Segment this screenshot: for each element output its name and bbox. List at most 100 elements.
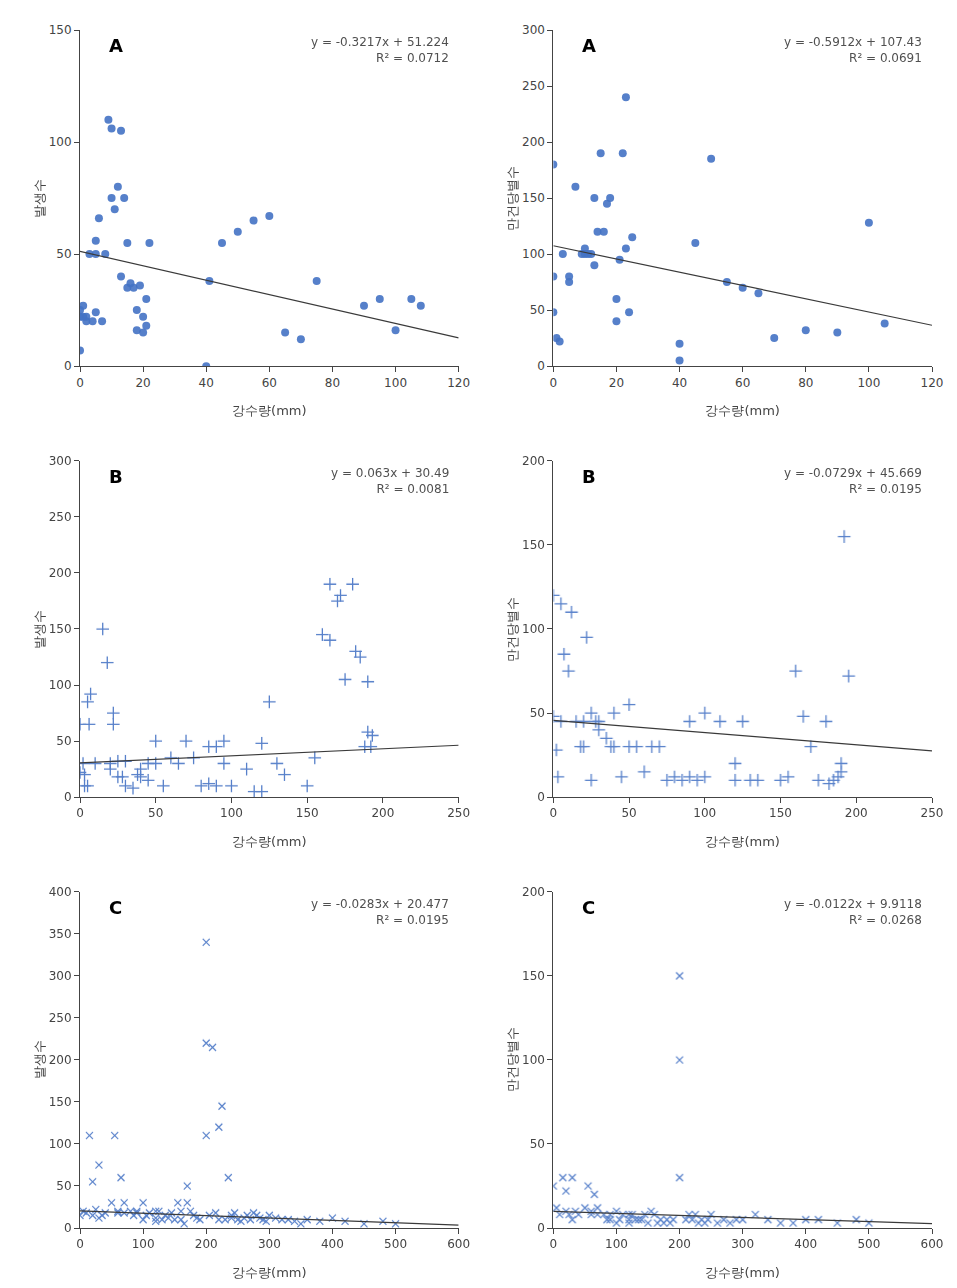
svg-text:350: 350 <box>49 927 72 941</box>
svg-text:0: 0 <box>537 1221 545 1235</box>
svg-text:강수량(mm): 강수량(mm) <box>232 834 306 849</box>
svg-text:A: A <box>582 35 596 56</box>
svg-text:150: 150 <box>49 1095 72 1109</box>
svg-text:50: 50 <box>530 706 545 720</box>
svg-text:300: 300 <box>49 454 72 468</box>
svg-text:150: 150 <box>769 806 792 820</box>
svg-text:0: 0 <box>550 1237 558 1251</box>
svg-text:C: C <box>582 897 595 918</box>
svg-text:0: 0 <box>64 790 72 804</box>
svg-text:강수량(mm): 강수량(mm) <box>232 1265 306 1280</box>
svg-text:300: 300 <box>49 969 72 983</box>
svg-text:0: 0 <box>64 1221 72 1235</box>
svg-text:250: 250 <box>49 1011 72 1025</box>
svg-text:100: 100 <box>132 1237 155 1251</box>
svg-text:200: 200 <box>522 454 545 468</box>
svg-text:60: 60 <box>262 376 277 390</box>
svg-text:만건당별수: 만건당별수 <box>505 597 520 662</box>
svg-text:100: 100 <box>693 806 716 820</box>
svg-text:y = -0.0122x + 9.9118R² = 0.02: y = -0.0122x + 9.9118R² = 0.0268 <box>784 897 922 927</box>
svg-text:200: 200 <box>522 135 545 149</box>
svg-text:0: 0 <box>550 806 558 820</box>
svg-text:0: 0 <box>537 359 545 373</box>
svg-text:50: 50 <box>56 1179 71 1193</box>
svg-text:100: 100 <box>220 806 243 820</box>
svg-text:200: 200 <box>845 806 868 820</box>
svg-text:300: 300 <box>258 1237 281 1251</box>
svg-text:B: B <box>109 466 123 487</box>
svg-text:발생수: 발생수 <box>32 179 47 218</box>
svg-text:120: 120 <box>921 376 944 390</box>
svg-text:100: 100 <box>49 678 72 692</box>
svg-text:200: 200 <box>49 566 72 580</box>
svg-text:80: 80 <box>325 376 340 390</box>
svg-text:100: 100 <box>605 1237 628 1251</box>
svg-text:50: 50 <box>148 806 163 820</box>
svg-text:발생수: 발생수 <box>32 1040 47 1079</box>
svg-text:발생수: 발생수 <box>32 610 47 649</box>
svg-text:150: 150 <box>522 969 545 983</box>
svg-text:600: 600 <box>447 1237 470 1251</box>
svg-text:200: 200 <box>49 1053 72 1067</box>
svg-text:200: 200 <box>668 1237 691 1251</box>
svg-text:0: 0 <box>537 790 545 804</box>
svg-text:y = -0.0283x + 20.477R² = 0.01: y = -0.0283x + 20.477R² = 0.0195 <box>311 897 449 927</box>
svg-text:40: 40 <box>672 376 687 390</box>
svg-text:40: 40 <box>199 376 214 390</box>
svg-text:50: 50 <box>56 247 71 261</box>
svg-text:250: 250 <box>49 510 72 524</box>
svg-text:y = -0.3217x + 51.224R² = 0.07: y = -0.3217x + 51.224R² = 0.0712 <box>311 35 449 65</box>
svg-text:200: 200 <box>195 1237 218 1251</box>
svg-text:0: 0 <box>76 806 84 820</box>
svg-text:0: 0 <box>76 1237 84 1251</box>
svg-text:만건당별수: 만건당별수 <box>505 1027 520 1092</box>
svg-text:0: 0 <box>550 376 558 390</box>
svg-text:250: 250 <box>447 806 470 820</box>
svg-text:250: 250 <box>921 806 944 820</box>
svg-text:600: 600 <box>921 1237 944 1251</box>
svg-text:150: 150 <box>522 538 545 552</box>
svg-text:100: 100 <box>857 376 880 390</box>
svg-text:0: 0 <box>76 376 84 390</box>
svg-text:500: 500 <box>857 1237 880 1251</box>
svg-text:100: 100 <box>49 1137 72 1151</box>
svg-text:B: B <box>582 466 596 487</box>
svg-text:80: 80 <box>798 376 813 390</box>
svg-text:150: 150 <box>296 806 319 820</box>
svg-text:만건당별수: 만건당별수 <box>505 166 520 231</box>
svg-text:250: 250 <box>522 79 545 93</box>
svg-text:60: 60 <box>735 376 750 390</box>
svg-text:y = 0.063x + 30.49R² = 0.0081: y = 0.063x + 30.49R² = 0.0081 <box>331 466 449 496</box>
svg-text:y = -0.0729x + 45.669R² = 0.01: y = -0.0729x + 45.669R² = 0.0195 <box>784 466 922 496</box>
svg-text:150: 150 <box>49 622 72 636</box>
svg-text:100: 100 <box>522 622 545 636</box>
svg-text:300: 300 <box>522 23 545 37</box>
svg-text:50: 50 <box>621 806 636 820</box>
svg-text:강수량(mm): 강수량(mm) <box>705 1265 779 1280</box>
svg-text:300: 300 <box>731 1237 754 1251</box>
svg-text:20: 20 <box>135 376 150 390</box>
svg-text:y = -0.5912x + 107.43R² = 0.06: y = -0.5912x + 107.43R² = 0.0691 <box>784 35 922 65</box>
svg-text:150: 150 <box>49 23 72 37</box>
svg-text:100: 100 <box>384 376 407 390</box>
svg-text:강수량(mm): 강수량(mm) <box>705 403 779 418</box>
svg-text:A: A <box>109 35 123 56</box>
svg-text:강수량(mm): 강수량(mm) <box>705 834 779 849</box>
svg-text:500: 500 <box>384 1237 407 1251</box>
svg-text:C: C <box>109 897 122 918</box>
svg-text:150: 150 <box>522 191 545 205</box>
svg-text:200: 200 <box>371 806 394 820</box>
svg-text:50: 50 <box>56 734 71 748</box>
svg-text:400: 400 <box>794 1237 817 1251</box>
svg-text:400: 400 <box>321 1237 344 1251</box>
svg-text:0: 0 <box>64 359 72 373</box>
svg-text:20: 20 <box>609 376 624 390</box>
svg-text:400: 400 <box>49 885 72 899</box>
svg-text:100: 100 <box>522 1053 545 1067</box>
svg-text:100: 100 <box>522 247 545 261</box>
svg-text:120: 120 <box>447 376 470 390</box>
svg-text:강수량(mm): 강수량(mm) <box>232 403 306 418</box>
svg-text:100: 100 <box>49 135 72 149</box>
svg-text:200: 200 <box>522 885 545 899</box>
svg-text:50: 50 <box>530 303 545 317</box>
